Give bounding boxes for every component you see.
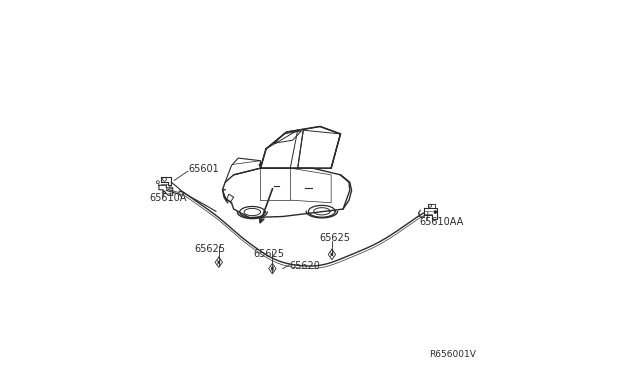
- Text: 65625: 65625: [253, 249, 284, 259]
- Text: 65601: 65601: [188, 164, 219, 174]
- Text: 65625: 65625: [319, 233, 350, 243]
- Circle shape: [271, 268, 273, 269]
- Circle shape: [434, 211, 436, 213]
- Text: R656001V: R656001V: [429, 350, 476, 359]
- Circle shape: [331, 254, 333, 255]
- Text: 65620: 65620: [289, 261, 321, 271]
- Circle shape: [218, 262, 220, 263]
- Text: 65625: 65625: [195, 244, 226, 254]
- Text: 65610AA: 65610AA: [420, 218, 464, 227]
- Text: 65610A: 65610A: [149, 193, 186, 203]
